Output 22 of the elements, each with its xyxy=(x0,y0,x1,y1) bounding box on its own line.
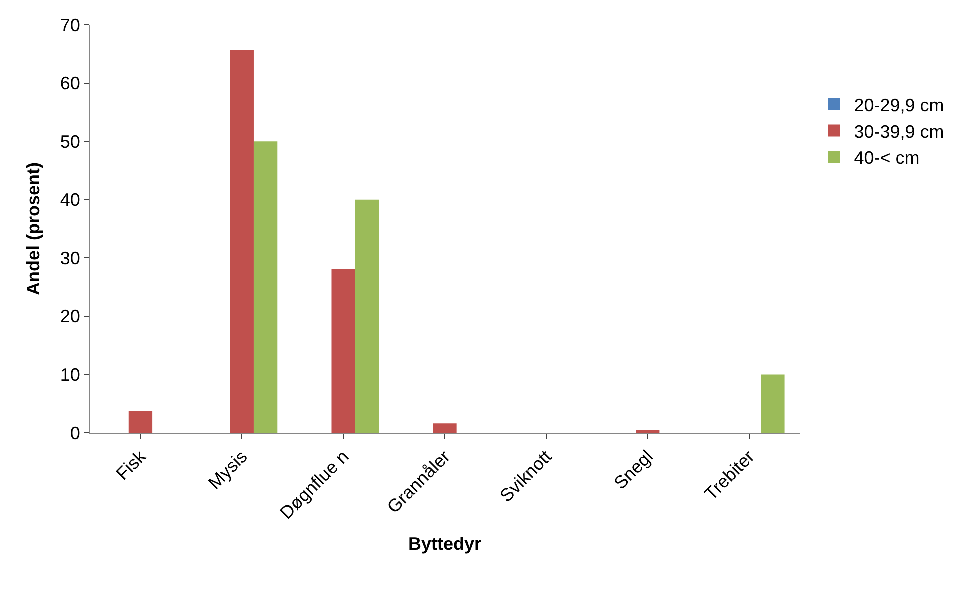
y-tick-label: 20 xyxy=(60,306,80,327)
x-tick-label: Fisk xyxy=(112,446,151,484)
y-tick-label: 60 xyxy=(60,74,80,94)
bar xyxy=(332,269,356,433)
bar xyxy=(636,430,660,433)
y-tick-label: 50 xyxy=(60,132,80,152)
bar xyxy=(230,50,254,433)
y-tick-label: 30 xyxy=(60,248,80,268)
y-tick-label: 0 xyxy=(70,423,80,444)
bar xyxy=(433,424,457,433)
bar xyxy=(128,411,153,433)
bar xyxy=(355,200,380,433)
legend-label: 40-< cm xyxy=(854,148,920,168)
y-tick-label: 40 xyxy=(60,190,80,210)
bar xyxy=(254,142,278,433)
y-tick-label: 10 xyxy=(60,365,80,386)
bar xyxy=(761,374,785,433)
legend-label: 20-29,9 cm xyxy=(854,95,944,116)
y-tick-label: 70 xyxy=(60,15,80,36)
y-axis-title: Andel (prosent) xyxy=(24,162,44,296)
legend-label: 30-39,9 cm xyxy=(854,122,944,142)
x-axis-title: Byttedyr xyxy=(408,534,482,554)
